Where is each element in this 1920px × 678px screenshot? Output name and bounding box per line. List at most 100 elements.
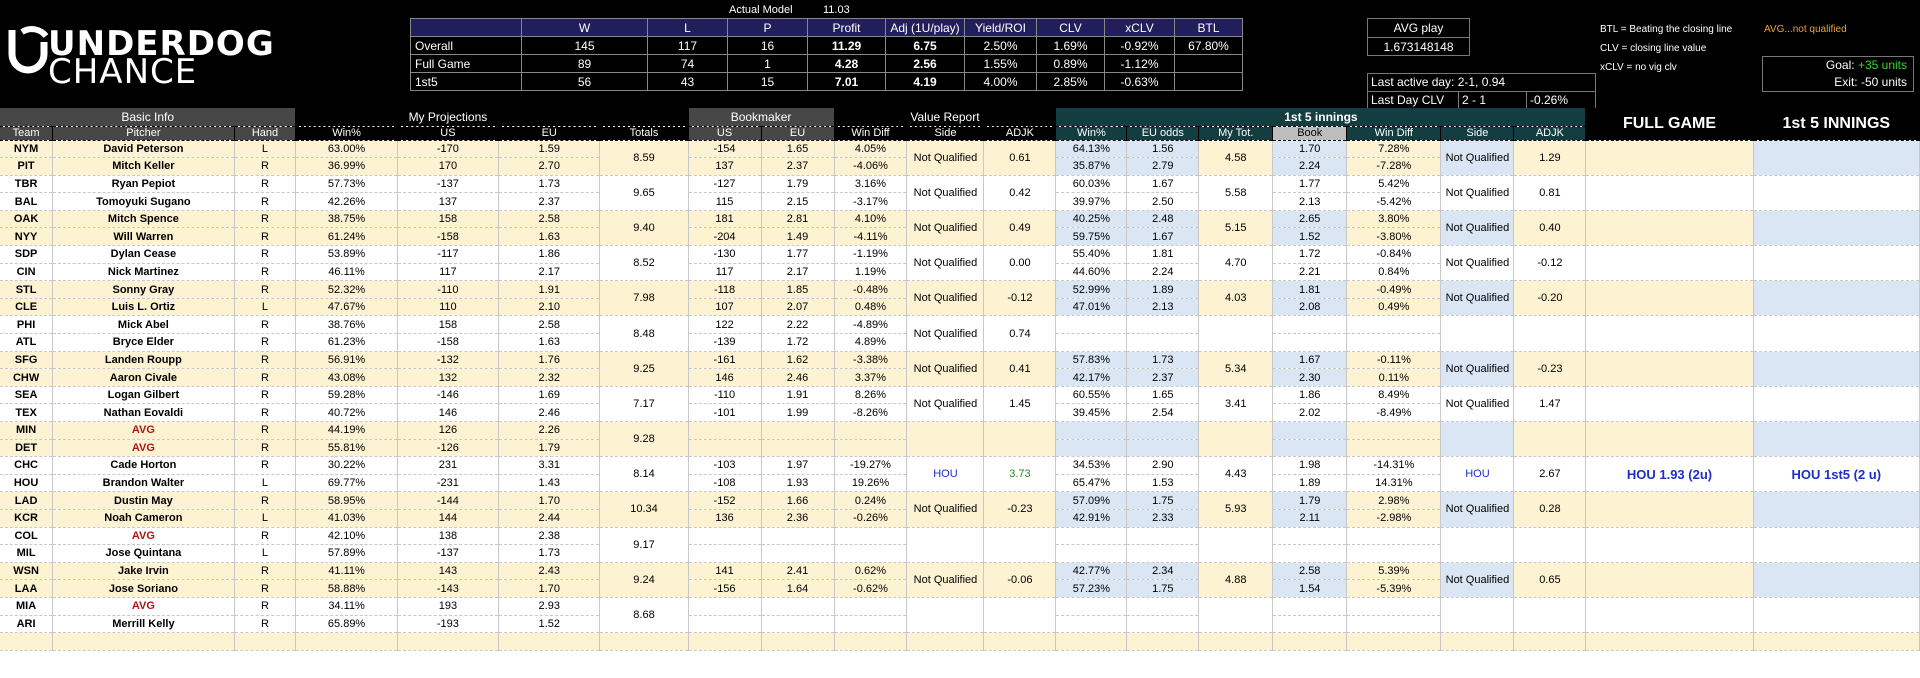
table-row: CIN Nick Martinez R 46.11% 117 2.17 117 2.17 1.1… (0, 263, 1920, 282)
eu-odds-cell: 2.43 (498, 562, 601, 581)
summary-cell: Full Game (410, 54, 522, 73)
win-pct-cell: 61.23% (295, 333, 398, 352)
f5-win-diff-cell (1346, 439, 1442, 458)
team-cell: SFG (0, 351, 54, 370)
pitcher-cell: Brandon Walter (52, 474, 235, 493)
win-diff-cell: 0.48% (834, 298, 908, 317)
f5-book-cell: 2.02 (1272, 403, 1348, 422)
f5-win-pct-cell (1055, 597, 1128, 616)
book-us-cell: -161 (688, 351, 762, 370)
win-diff-cell: 1.19% (834, 263, 908, 282)
col-hand: Hand (234, 126, 297, 141)
f5-win-pct-cell: 60.55% (1055, 386, 1128, 405)
empty-cell (983, 632, 1057, 651)
f5-adjk-cell: 1.29 (1513, 140, 1587, 176)
table-row: COL AVG R 42.10% 138 2.38 9.17 (0, 527, 1920, 563)
f5-win-diff-cell: 3.80% (1346, 210, 1442, 229)
legend-btl: BTL = Beating the closing line (1600, 24, 1733, 35)
summary-cell (1174, 72, 1243, 91)
hand-cell: R (234, 227, 297, 247)
us-odds-cell: 126 (397, 421, 500, 440)
f5-win-pct-cell (1055, 544, 1128, 563)
book-us-cell: 117 (688, 263, 762, 282)
win-diff-cell: -0.26% (834, 509, 908, 528)
logo-line1: UNDERDOG (48, 24, 275, 64)
col-side: Side (906, 126, 985, 141)
f5-my-total-cell: 5.34 (1198, 351, 1274, 387)
f5-win-pct-cell: 39.97% (1055, 192, 1128, 211)
us-odds-cell: -143 (397, 579, 500, 598)
side-cell: HOU (906, 456, 985, 493)
adjk-cell (983, 421, 1057, 458)
team-cell: MIN (0, 421, 54, 440)
empty-cell (52, 632, 235, 651)
book-eu-cell (761, 527, 835, 546)
win-pct-cell: 57.73% (295, 175, 398, 194)
col-book-eu: EU (761, 126, 835, 141)
f5-eu-odds-cell: 2.24 (1126, 263, 1200, 282)
book-eu-cell: 1.65 (761, 140, 835, 159)
f5-win-diff-cell: -8.49% (1346, 403, 1442, 422)
pitcher-cell: Logan Gilbert (52, 386, 235, 405)
f5-win-pct-cell: 40.25% (1055, 210, 1128, 229)
table-row: ATL Bryce Elder R 61.23% -158 1.63 -139 1.72 4.8… (0, 333, 1920, 352)
empty-cell (295, 632, 398, 651)
hand-cell: L (234, 509, 297, 528)
f5-eu-odds-cell: 2.33 (1126, 509, 1200, 528)
f5-eu-odds-cell: 2.37 (1126, 368, 1200, 387)
f5-eu-odds-cell (1126, 527, 1200, 546)
book-us-cell: 136 (688, 509, 762, 528)
summary-cell: 0.89% (1036, 54, 1105, 73)
hand-cell: R (234, 491, 297, 510)
f5-eu-odds-cell: 2.48 (1126, 210, 1200, 229)
eu-odds-cell: 1.63 (498, 333, 601, 352)
empty-cell (1198, 632, 1274, 651)
f5-eu-odds-cell: 1.53 (1126, 474, 1200, 493)
eu-odds-cell: 2.32 (498, 368, 601, 387)
f5-my-total-cell: 3.41 (1198, 386, 1274, 423)
hand-cell: R (234, 280, 297, 299)
win-pct-cell: 57.89% (295, 544, 398, 563)
win-pct-cell: 53.89% (295, 245, 398, 264)
book-eu-cell (761, 439, 835, 458)
f5-book-cell: 2.13 (1272, 192, 1348, 211)
pitcher-cell: AVG (52, 527, 235, 546)
f5-eu-odds-cell: 1.67 (1126, 175, 1200, 194)
f5-win-pct-cell (1055, 333, 1128, 352)
win-pct-cell: 44.19% (295, 421, 398, 440)
f5-eu-odds-cell (1126, 333, 1200, 352)
group-projections: My Projections (295, 108, 601, 127)
totals-cell: 8.68 (599, 597, 689, 634)
f5-book-cell: 2.58 (1272, 562, 1348, 581)
empty-cell (1440, 632, 1515, 651)
us-odds-cell: -126 (397, 439, 500, 458)
avg-play-label: AVG play (1368, 19, 1469, 38)
f5-book-cell (1272, 421, 1348, 440)
table-row: NYY Will Warren R 61.24% -158 1.63 -204 1.49 -4.… (0, 227, 1920, 247)
book-eu-cell: 2.46 (761, 368, 835, 387)
goal-box: Goal: +35 units Exit: -50 units (1762, 56, 1914, 92)
team-cell: CLE (0, 298, 54, 317)
f5-side-cell: Not Qualified (1440, 562, 1515, 598)
team-cell: ATL (0, 333, 54, 352)
summary-header-cell: P (727, 18, 808, 37)
f5-side-cell: Not Qualified (1440, 386, 1515, 423)
legend-xclv: xCLV = no vig clv (1600, 62, 1677, 73)
table-row: PHI Mick Abel R 38.76% 158 2.58 8.48 122 2.22 -4.… (0, 315, 1920, 352)
eu-odds-cell: 1.70 (498, 491, 601, 510)
book-eu-cell: 2.81 (761, 210, 835, 229)
f5-win-diff-cell: -5.39% (1346, 579, 1442, 598)
f5-side-cell: Not Qualified (1440, 351, 1515, 387)
f5-eu-odds-cell (1126, 597, 1200, 616)
side-cell: Not Qualified (906, 315, 985, 352)
us-odds-cell: 146 (397, 403, 500, 422)
hand-cell: L (234, 298, 297, 317)
side-cell: Not Qualified (906, 280, 985, 317)
f5-side-cell: Not Qualified (1440, 175, 1515, 211)
summary-cell: -0.63% (1104, 72, 1175, 91)
f5-win-diff-cell (1346, 315, 1442, 335)
book-eu-cell: 2.36 (761, 509, 835, 528)
empty-cell (906, 632, 985, 651)
adjk-cell: 3.73 (983, 456, 1057, 493)
hand-cell: L (234, 474, 297, 493)
